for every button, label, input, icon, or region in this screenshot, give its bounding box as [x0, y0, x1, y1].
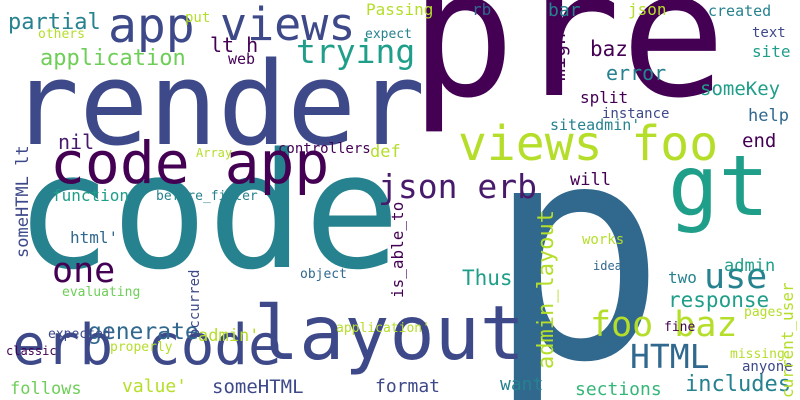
- word-help: help: [748, 106, 789, 126]
- word-somehtml-lt: someHTML lt: [13, 145, 33, 258]
- word-gt: gt: [668, 137, 770, 235]
- word-erb-code: erb code: [12, 313, 282, 378]
- word-anyone: anyone: [742, 359, 793, 375]
- word-code-app: code app: [50, 129, 330, 197]
- word-code: code: [15, 118, 401, 305]
- word-def: def: [370, 142, 401, 162]
- word-somehtml: someHTML: [212, 376, 304, 398]
- word-current-user: current_user: [778, 282, 797, 398]
- word-html: HTML: [630, 337, 710, 376]
- word-site: site: [752, 42, 791, 61]
- word-somekey: someKey: [700, 78, 781, 100]
- word-json-erb: json erb: [378, 167, 537, 206]
- word-bar: bar: [548, 0, 581, 21]
- word-follows: follows: [10, 379, 82, 399]
- word-generate: generate: [88, 319, 199, 345]
- word-baz-quote: baz': [590, 37, 641, 61]
- word-end: end: [742, 130, 777, 152]
- word-foo-baz: foo baz: [590, 305, 738, 345]
- word-text: text: [752, 25, 786, 41]
- word-render: render: [10, 38, 426, 172]
- word-lt-h: lt h: [210, 33, 259, 57]
- word-sections: sections: [575, 379, 662, 400]
- word-array: Array: [196, 146, 233, 160]
- word-works: works: [582, 232, 625, 248]
- word-views-foo: views foo: [458, 116, 719, 172]
- word-rb: rb: [472, 0, 492, 19]
- word-json: json: [628, 0, 667, 19]
- word-pages: pages: [744, 305, 784, 320]
- word-web: web: [228, 50, 256, 68]
- word-will: will: [570, 170, 611, 190]
- word-properly: properly: [110, 340, 173, 355]
- word-admin: admin: [724, 256, 776, 276]
- word-layout: layout: [254, 289, 525, 377]
- word-app: app: [108, 0, 195, 54]
- word-value-quote: value': [122, 376, 188, 397]
- word-siteadmin: siteadmin': [550, 116, 641, 134]
- word-thus: Thus: [462, 266, 513, 290]
- word-format: format: [375, 376, 441, 397]
- word-pre: pre: [410, 0, 727, 137]
- word-application: application: [40, 46, 186, 71]
- word-want: want: [500, 374, 544, 395]
- word-is-able-to: is_able_to: [388, 201, 407, 298]
- word-one: one: [52, 251, 116, 291]
- word-created: created: [708, 2, 772, 20]
- word-nil: nil: [58, 130, 95, 154]
- word-evaluating: evaluating: [62, 285, 141, 300]
- word-fine: fine: [664, 320, 696, 335]
- word-admin-quote: admin': [198, 326, 260, 346]
- word-put: put: [185, 10, 211, 26]
- word-response: response: [668, 288, 770, 312]
- word-occurred: occurred: [187, 269, 203, 337]
- word-use: use: [704, 257, 768, 297]
- word-html-quote: html': [70, 228, 119, 247]
- word-error: error: [606, 61, 667, 85]
- word-others: others: [38, 27, 85, 42]
- word-two: two: [668, 268, 697, 287]
- word-admin-layout: admin_layout: [534, 210, 559, 369]
- word-expected: expected: [48, 327, 111, 342]
- word-object: object: [300, 267, 347, 282]
- word-split: split: [580, 88, 629, 107]
- word-views: views: [220, 0, 356, 51]
- word-controllers: controllers: [278, 141, 371, 157]
- word-function: function: [52, 186, 130, 205]
- word-idea: idea: [593, 259, 622, 273]
- word-passing: Passing: [366, 0, 434, 19]
- word-trying: trying: [296, 32, 416, 71]
- word-before-filter: before_filter: [156, 189, 258, 204]
- word-expect: expect: [365, 27, 412, 42]
- word-partial: partial: [8, 10, 101, 35]
- word-might: might: [546, 20, 570, 81]
- word-includes: includes: [685, 372, 791, 397]
- word-missing: missing: [730, 347, 785, 362]
- word-p: p: [486, 79, 667, 400]
- word-application-quote: application': [336, 321, 430, 336]
- word-classic: classic: [6, 344, 57, 358]
- word-instance: instance: [602, 106, 670, 122]
